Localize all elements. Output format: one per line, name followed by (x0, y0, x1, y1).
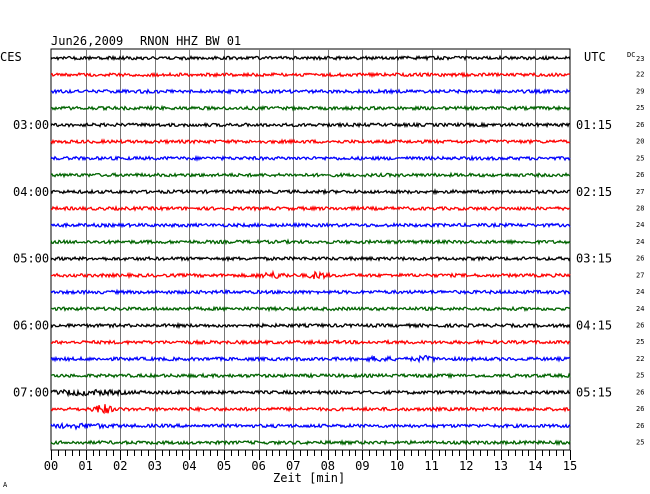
left-hour-label: 05:00 (13, 252, 49, 266)
x-axis-label: Zeit [min] (273, 471, 345, 485)
x-axis: 00 01 02 03 04 05 06 07 08 09 10 11 12 13 14 15 (44, 450, 577, 473)
seismic-trace-5 (50, 121, 571, 129)
dc-offset-value: 26 (636, 388, 644, 396)
dc-offset-value: 26 (636, 405, 644, 413)
seismic-trace-10 (50, 205, 571, 212)
dc-offset-value: 24 (636, 238, 644, 246)
date-label: Jun26,2009 (51, 34, 123, 48)
corner-mark: A (3, 481, 8, 489)
seismic-traces (50, 54, 571, 447)
seismic-trace-18 (50, 338, 571, 346)
seismic-trace-17 (50, 321, 571, 330)
chart-grid (50, 48, 571, 451)
seismic-trace-9 (50, 188, 571, 196)
dc-offset-value: 26 (636, 322, 644, 330)
dc-offset-value: 26 (636, 121, 644, 129)
seismic-trace-15 (50, 288, 571, 296)
x-tick-label: 12 (459, 459, 473, 473)
dc-offset-value: 24 (636, 305, 644, 313)
dc-offset-value: 25 (636, 154, 644, 162)
dc-offset-value: 27 (636, 188, 644, 196)
x-tick-label: 13 (494, 459, 508, 473)
x-tick-label: 09 (355, 459, 369, 473)
x-tick-label: 10 (390, 459, 404, 473)
x-tick-label: 11 (424, 459, 438, 473)
x-tick-label: 04 (182, 459, 196, 473)
seismic-trace-11 (50, 221, 571, 229)
seismic-trace-6 (50, 138, 571, 146)
right-timezone-label: UTC (584, 50, 606, 64)
seismic-trace-7 (50, 154, 571, 162)
dc-offset-value: 28 (636, 204, 644, 212)
left-timezone-label: CES (0, 50, 22, 64)
left-hour-label: 04:00 (13, 185, 49, 199)
hour-labels: 03:00 04:00 05:00 06:00 07:00 01:15 02:15 03:15… (13, 118, 612, 400)
dc-offset-value: 22 (636, 71, 644, 79)
seismic-trace-3 (50, 87, 571, 96)
dc-offset-value: 26 (636, 255, 644, 263)
x-tick-label: 05 (217, 459, 231, 473)
dc-offsets: 23 22 29 25 26 20 25 26 27 28 24 24 26 27 24 24 26 25 22 25… (636, 55, 644, 447)
left-hour-label: 06:00 (13, 319, 49, 333)
x-tick-label: 07 (286, 459, 300, 473)
dc-offset-value: 24 (636, 288, 644, 296)
x-tick-label: 03 (148, 459, 162, 473)
seismic-trace-24 (50, 439, 571, 447)
dc-offset-value: 25 (636, 104, 644, 112)
x-tick-label: 08 (321, 459, 335, 473)
seismic-trace-21 (50, 388, 571, 398)
seismic-trace-12 (50, 238, 571, 246)
right-hour-label: 01:15 (576, 118, 612, 132)
right-hour-label: 05:15 (576, 385, 612, 399)
x-tick-label: 02 (113, 459, 127, 473)
seismic-trace-1 (50, 54, 571, 62)
seismic-trace-16 (50, 305, 571, 313)
dc-offset-value: 26 (636, 171, 644, 179)
x-tick-label: 15 (563, 459, 577, 473)
x-tick-label: 00 (44, 459, 58, 473)
seismic-trace-13 (50, 255, 571, 263)
plot-frame (50, 48, 571, 451)
right-hour-label: 03:15 (576, 252, 612, 266)
dc-offset-value: 25 (636, 338, 644, 346)
seismic-trace-20 (50, 372, 571, 380)
dc-header-label: DC (627, 51, 635, 59)
dc-offset-value: 25 (636, 439, 644, 447)
dc-offset-value: 26 (636, 422, 644, 430)
seismic-trace-19 (50, 354, 571, 364)
dc-offset-value: 24 (636, 221, 644, 229)
seismic-trace-4 (50, 104, 571, 112)
dc-offset-value: 22 (636, 355, 644, 363)
x-tick-label: 01 (78, 459, 92, 473)
seismic-trace-14 (50, 269, 571, 281)
dc-offset-value: 29 (636, 87, 644, 95)
left-hour-label: 03:00 (13, 118, 49, 132)
left-hour-label: 07:00 (13, 385, 49, 399)
seismic-trace-23 (50, 421, 571, 431)
x-tick-label: 06 (251, 459, 265, 473)
dc-offset-value: 27 (636, 271, 644, 279)
dc-offset-value: 23 (636, 55, 644, 63)
dc-offset-value: 20 (636, 138, 644, 146)
right-hour-label: 02:15 (576, 185, 612, 199)
seismic-trace-8 (50, 171, 571, 179)
seismic-trace-22 (50, 404, 571, 415)
seismic-trace-2 (50, 71, 571, 79)
x-tick-label: 14 (528, 459, 542, 473)
right-hour-label: 04:15 (576, 319, 612, 333)
station-label: RNON HHZ BW 01 (140, 34, 241, 48)
dc-offset-value: 25 (636, 372, 644, 380)
